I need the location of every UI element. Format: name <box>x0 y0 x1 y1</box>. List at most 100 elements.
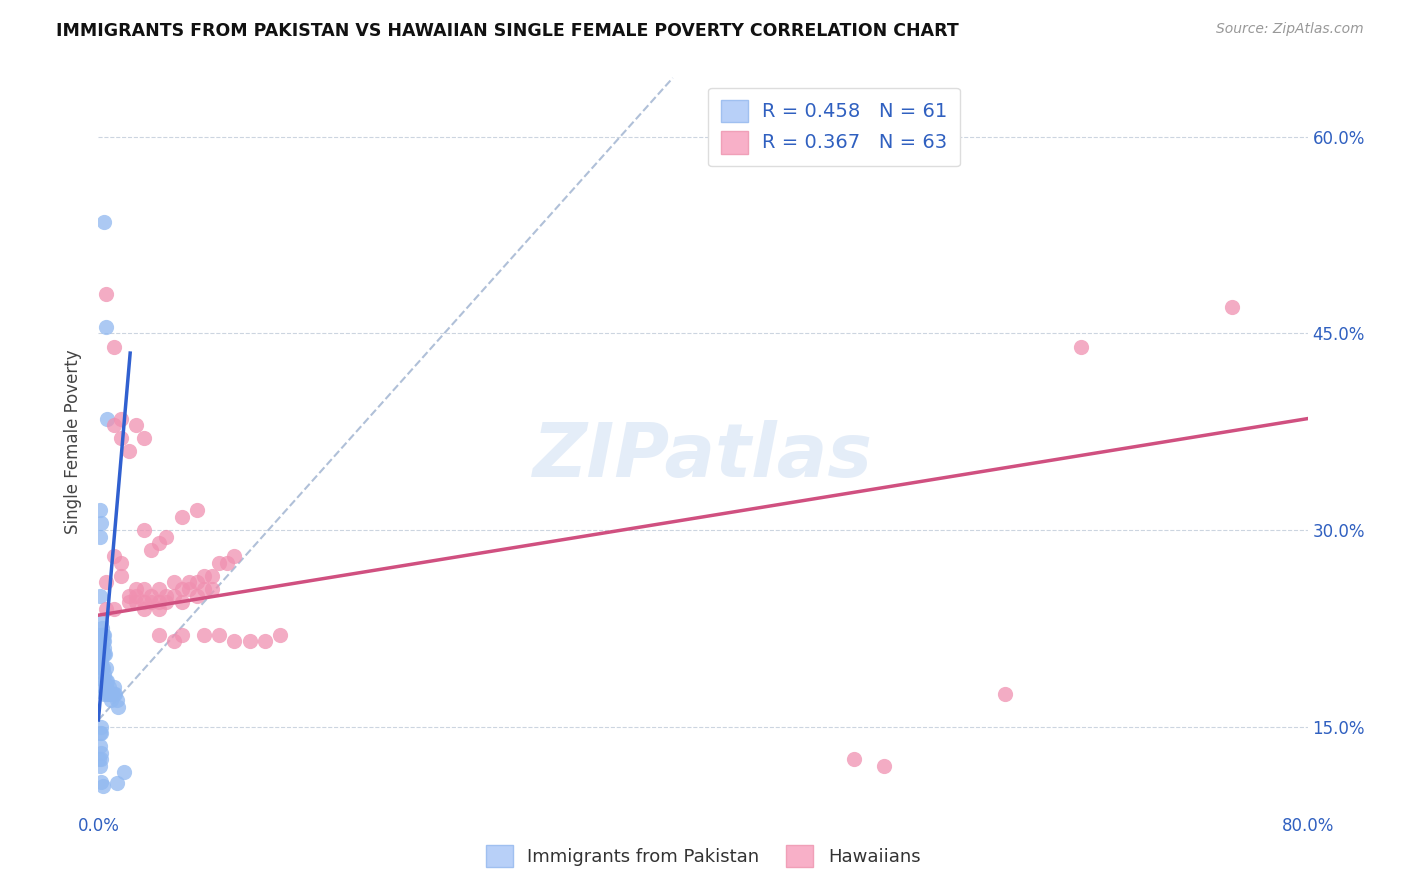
Point <box>170 628 193 642</box>
Point <box>112 765 135 780</box>
Point <box>104 687 127 701</box>
Point <box>1070 339 1092 353</box>
Point <box>125 595 148 609</box>
Point <box>98 680 121 694</box>
Point <box>107 699 129 714</box>
Point <box>110 431 132 445</box>
Point <box>179 575 201 590</box>
Point <box>201 582 224 596</box>
Point <box>89 667 111 681</box>
Point <box>89 640 111 655</box>
Point <box>125 582 148 596</box>
Legend: R = 0.458   N = 61, R = 0.367   N = 63: R = 0.458 N = 61, R = 0.367 N = 63 <box>709 87 960 166</box>
Point <box>91 648 114 662</box>
Point <box>125 418 148 433</box>
Point <box>132 582 155 596</box>
Point <box>201 569 224 583</box>
Point <box>96 411 118 425</box>
Point <box>98 687 121 701</box>
Point <box>155 589 177 603</box>
Point <box>91 640 114 655</box>
Point <box>186 589 208 603</box>
Text: IMMIGRANTS FROM PAKISTAN VS HAWAIIAN SINGLE FEMALE POVERTY CORRELATION CHART: IMMIGRANTS FROM PAKISTAN VS HAWAIIAN SIN… <box>56 22 959 40</box>
Point <box>224 549 246 564</box>
Point <box>110 411 132 425</box>
Point <box>93 667 115 681</box>
Point <box>110 556 132 570</box>
Point <box>89 503 111 517</box>
Point <box>93 640 115 655</box>
Point <box>89 530 111 544</box>
Point <box>215 556 238 570</box>
Point <box>170 509 193 524</box>
Point <box>90 628 112 642</box>
Point <box>93 215 115 229</box>
Point <box>110 569 132 583</box>
Point <box>132 431 155 445</box>
Point <box>94 648 117 662</box>
Point <box>93 648 115 662</box>
Legend: Immigrants from Pakistan, Hawaiians: Immigrants from Pakistan, Hawaiians <box>478 838 928 874</box>
Point <box>163 575 186 590</box>
Point <box>186 503 208 517</box>
Point <box>100 693 122 707</box>
Point <box>125 589 148 603</box>
Point <box>105 776 128 790</box>
Point <box>118 595 141 609</box>
Point <box>148 628 170 642</box>
Point <box>118 444 141 458</box>
Point <box>94 601 117 615</box>
Point <box>193 628 215 642</box>
Point <box>89 628 111 642</box>
Point <box>170 595 193 609</box>
Point <box>132 595 155 609</box>
Point <box>89 759 111 773</box>
Point <box>90 746 112 760</box>
Point <box>94 287 117 301</box>
Y-axis label: Single Female Poverty: Single Female Poverty <box>65 350 83 533</box>
Point <box>91 680 114 694</box>
Point <box>90 640 112 655</box>
Point <box>269 628 291 642</box>
Point <box>224 634 246 648</box>
Point <box>163 589 186 603</box>
Point <box>94 680 117 694</box>
Point <box>141 542 163 557</box>
Point <box>155 595 177 609</box>
Point <box>90 774 112 789</box>
Point <box>105 693 128 707</box>
Point <box>90 726 112 740</box>
Text: ZIPatlas: ZIPatlas <box>533 420 873 493</box>
Point <box>93 687 115 701</box>
Point <box>91 628 114 642</box>
Point <box>90 516 112 531</box>
Point <box>179 582 201 596</box>
Point <box>90 752 112 766</box>
Point <box>148 536 170 550</box>
Point <box>148 601 170 615</box>
Point <box>253 634 276 648</box>
Point <box>844 752 866 766</box>
Point <box>93 634 115 648</box>
Point <box>141 595 163 609</box>
Point <box>89 634 111 648</box>
Point <box>1220 300 1243 314</box>
Point <box>100 687 122 701</box>
Point <box>89 654 111 668</box>
Point <box>994 687 1017 701</box>
Point <box>93 673 115 688</box>
Point <box>90 634 112 648</box>
Point <box>208 628 231 642</box>
Point <box>186 575 208 590</box>
Point <box>163 634 186 648</box>
Point <box>89 726 111 740</box>
Point <box>90 720 112 734</box>
Point <box>90 654 112 668</box>
Point <box>103 549 125 564</box>
Point <box>193 569 215 583</box>
Point <box>89 589 111 603</box>
Point <box>91 779 114 793</box>
Point <box>103 418 125 433</box>
Text: Source: ZipAtlas.com: Source: ZipAtlas.com <box>1216 22 1364 37</box>
Point <box>94 319 117 334</box>
